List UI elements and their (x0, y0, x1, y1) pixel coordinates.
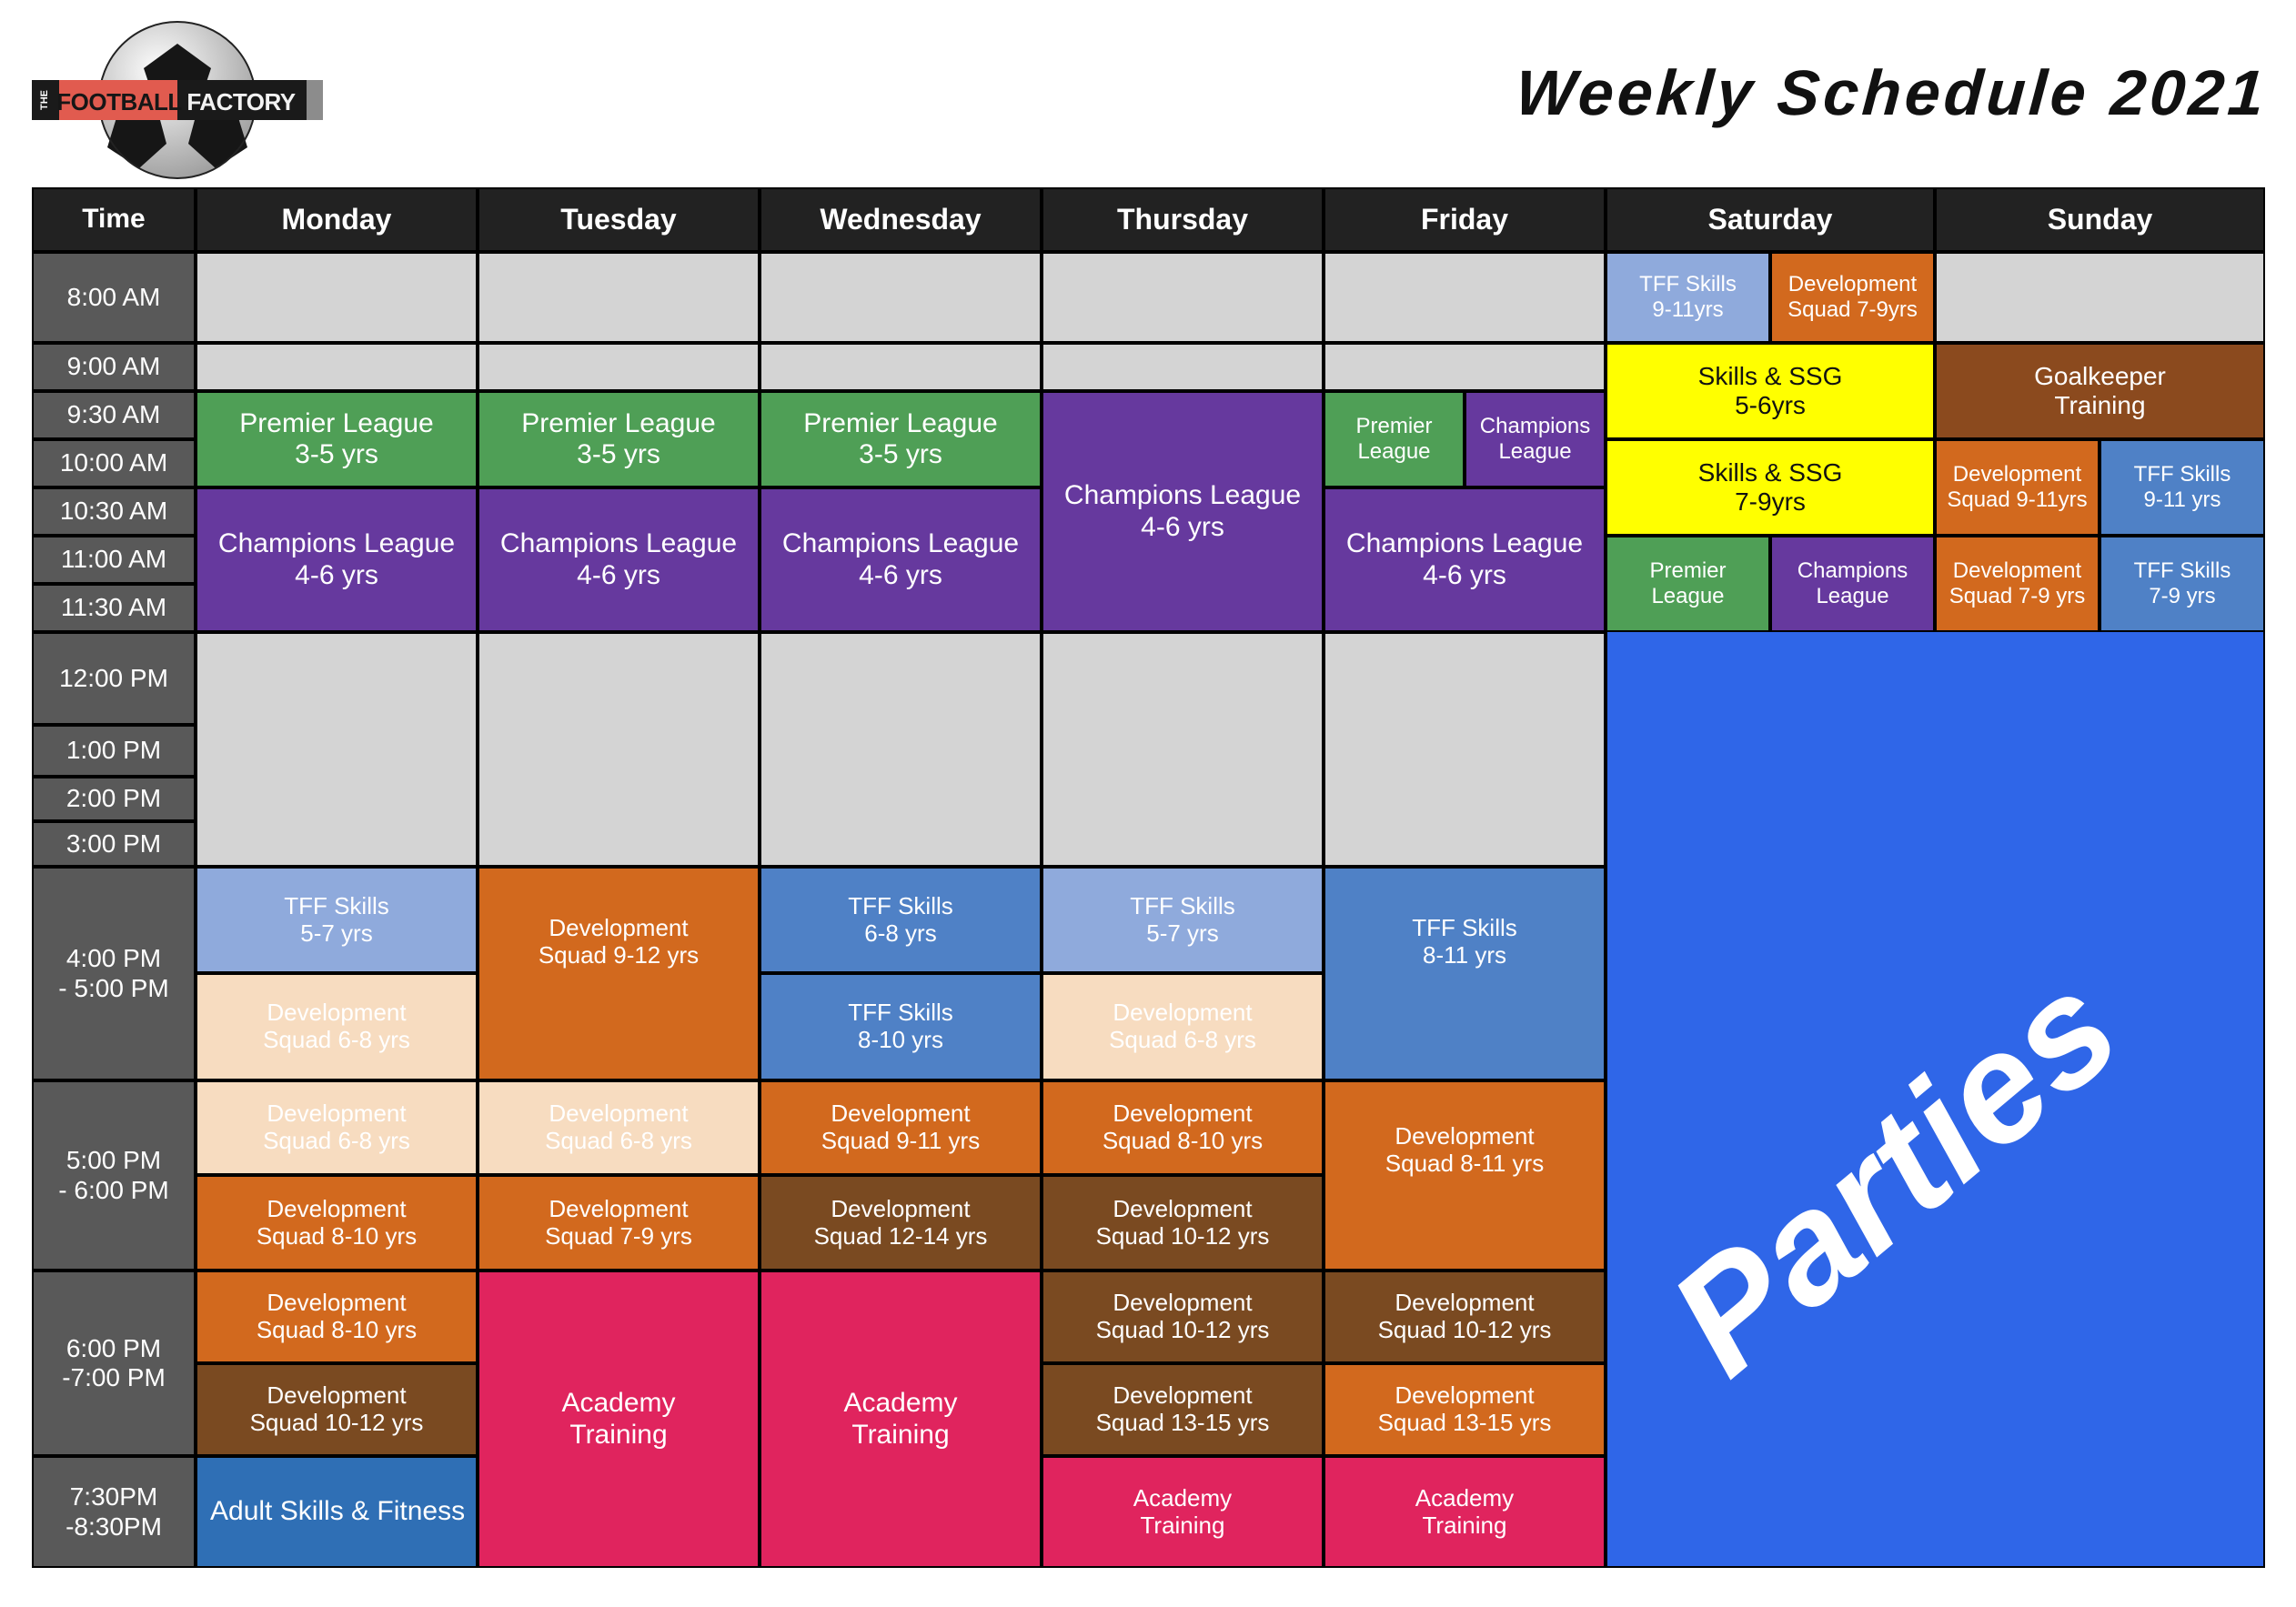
svg-text:FACTORY: FACTORY (186, 88, 295, 116)
svg-text:FOOTBALL: FOOTBALL (56, 88, 182, 116)
svg-text:THE: THE (39, 90, 50, 110)
